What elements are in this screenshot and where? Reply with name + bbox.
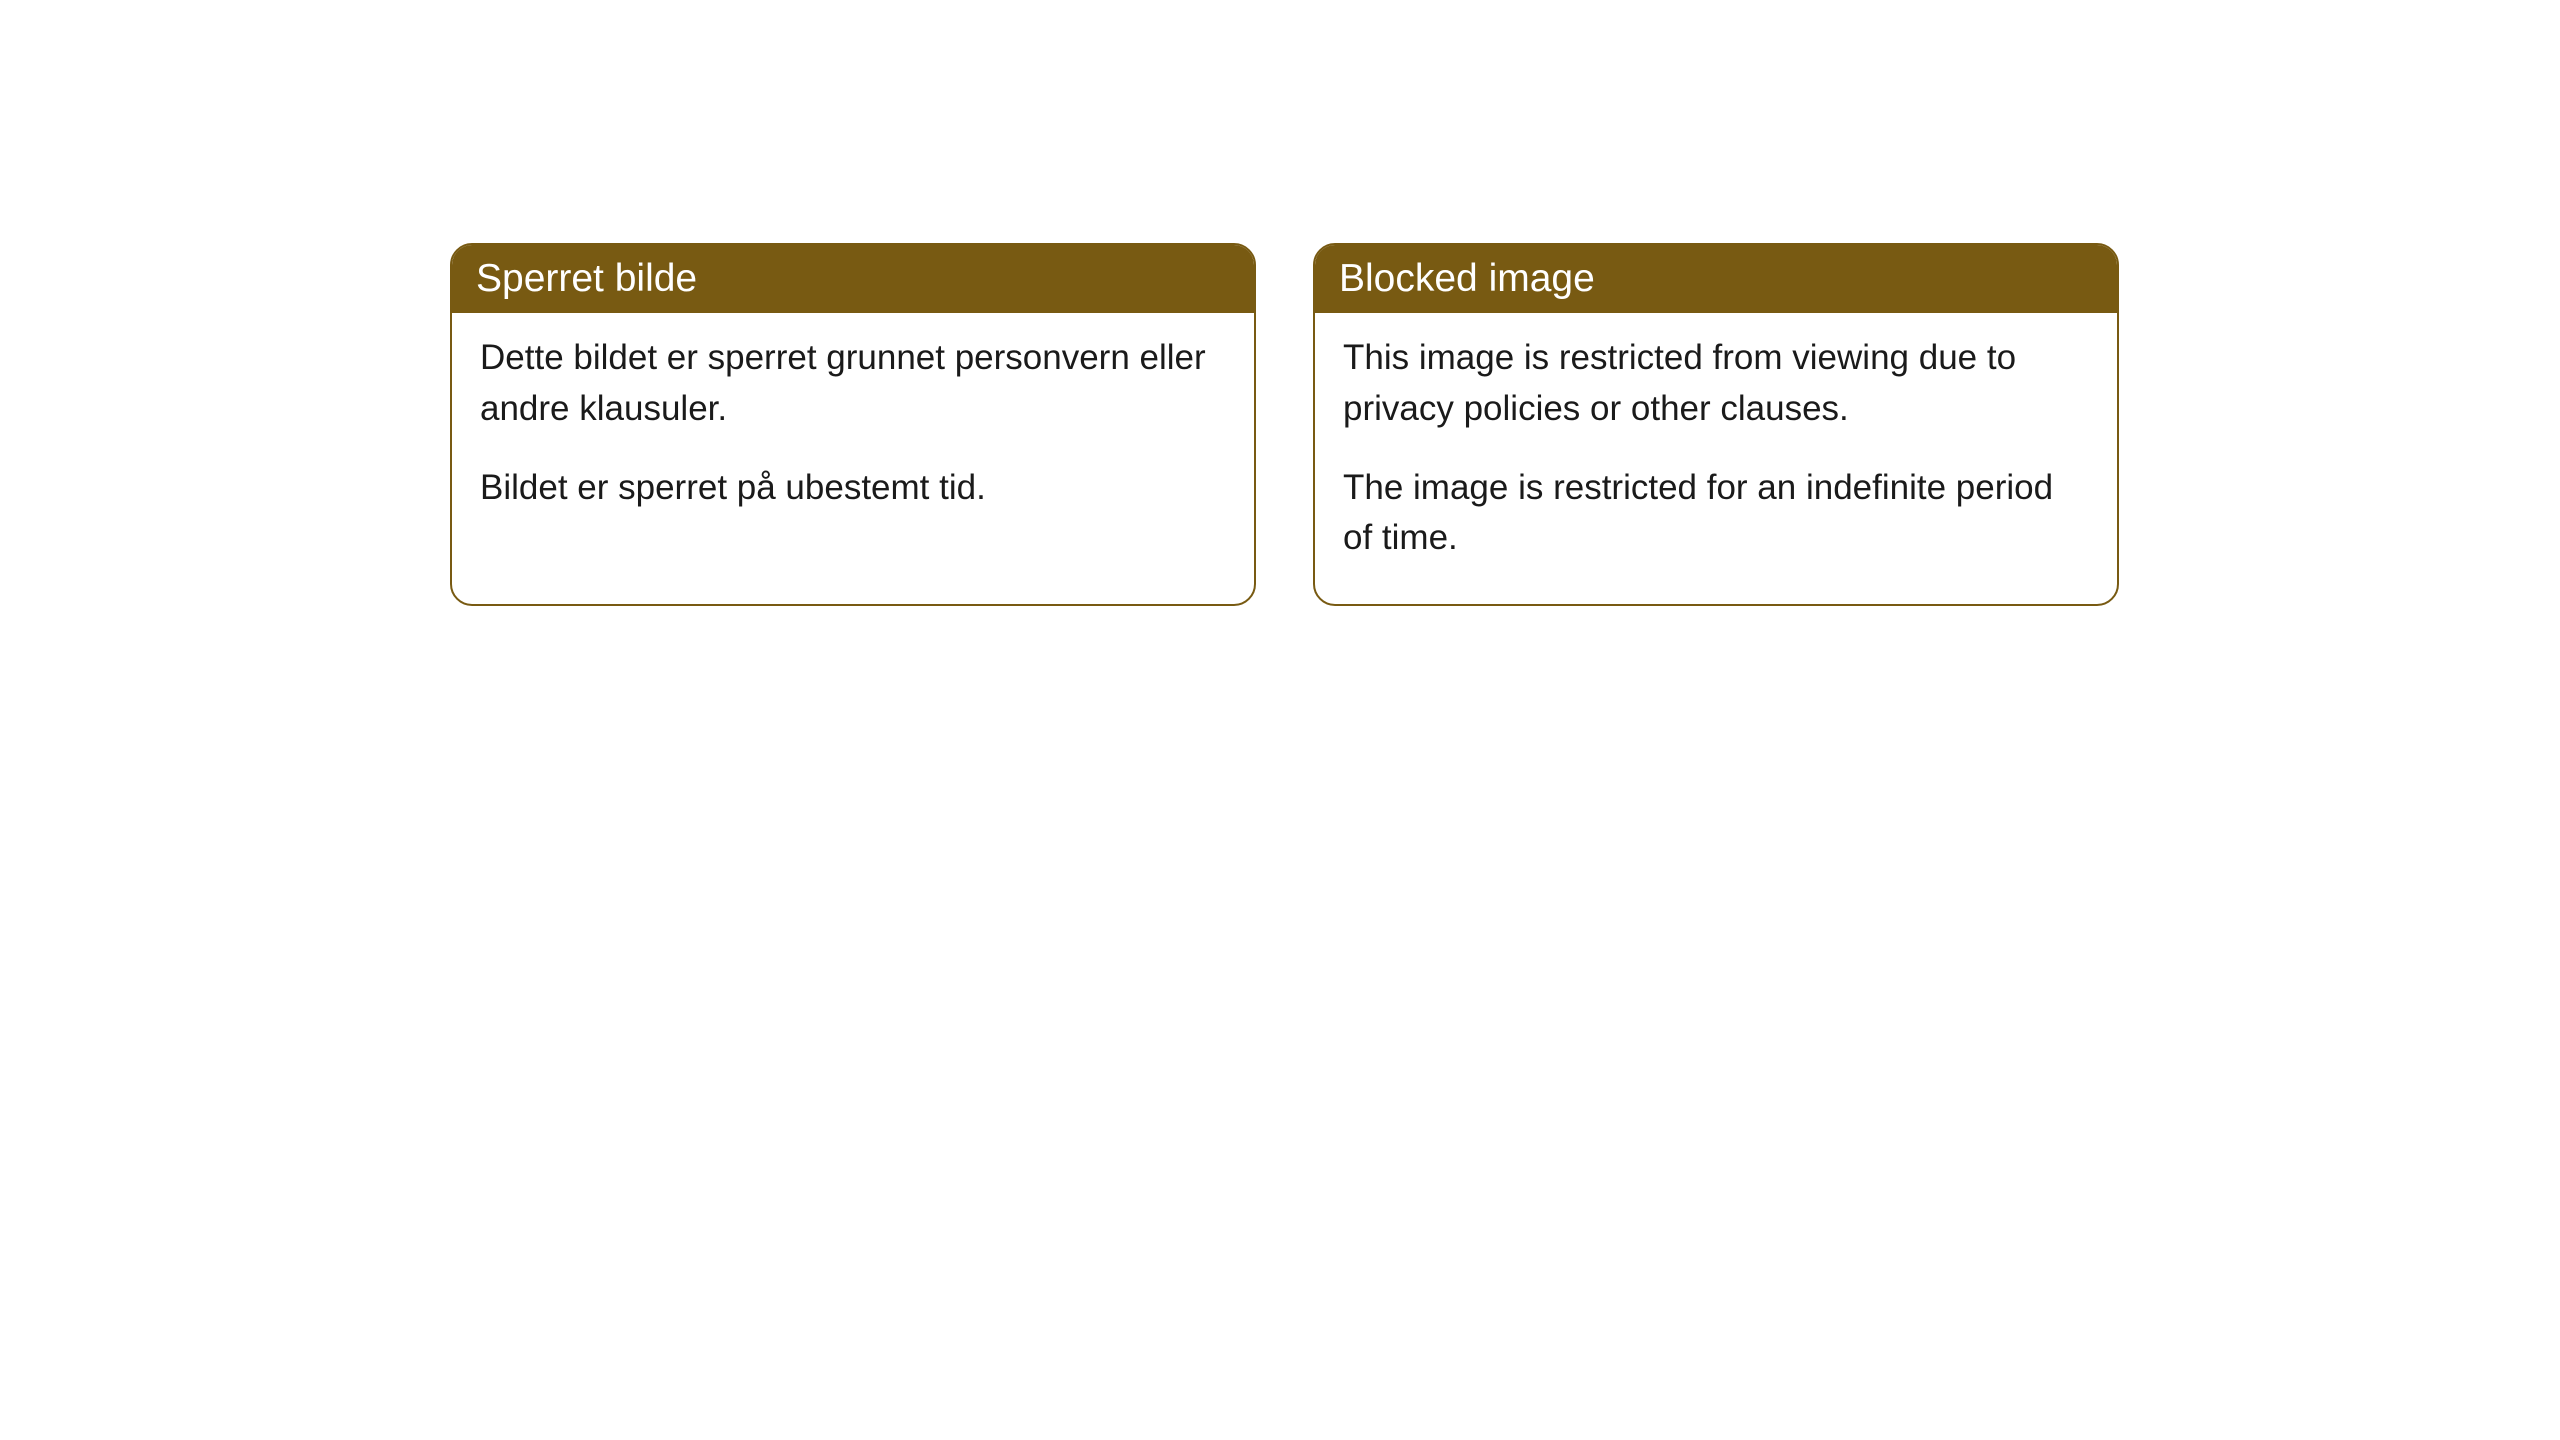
blocked-image-card-english: Blocked image This image is restricted f… bbox=[1313, 243, 2119, 606]
card-title: Sperret bilde bbox=[476, 257, 697, 300]
card-paragraph: This image is restricted from viewing du… bbox=[1343, 333, 2089, 435]
notice-cards-container: Sperret bilde Dette bildet er sperret gr… bbox=[450, 243, 2119, 606]
card-body-norwegian: Dette bildet er sperret grunnet personve… bbox=[452, 313, 1254, 553]
card-body-english: This image is restricted from viewing du… bbox=[1315, 313, 2117, 604]
card-paragraph: The image is restricted for an indefinit… bbox=[1343, 463, 2089, 565]
card-paragraph: Dette bildet er sperret grunnet personve… bbox=[480, 333, 1226, 435]
card-header-english: Blocked image bbox=[1315, 245, 2117, 313]
blocked-image-card-norwegian: Sperret bilde Dette bildet er sperret gr… bbox=[450, 243, 1256, 606]
card-header-norwegian: Sperret bilde bbox=[452, 245, 1254, 313]
card-title: Blocked image bbox=[1339, 257, 1595, 300]
card-paragraph: Bildet er sperret på ubestemt tid. bbox=[480, 463, 1226, 514]
